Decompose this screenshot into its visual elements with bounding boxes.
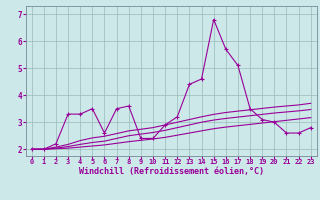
X-axis label: Windchill (Refroidissement éolien,°C): Windchill (Refroidissement éolien,°C) [79,167,264,176]
